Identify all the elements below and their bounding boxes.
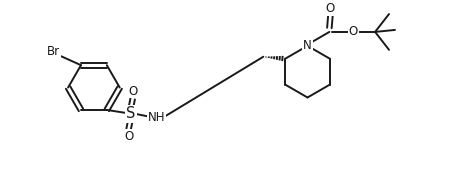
Text: O: O xyxy=(128,85,137,98)
Text: Br: Br xyxy=(47,45,60,58)
Text: S: S xyxy=(126,106,135,121)
Text: NH: NH xyxy=(148,111,165,124)
Text: N: N xyxy=(303,39,312,52)
Text: O: O xyxy=(326,2,335,15)
Text: O: O xyxy=(124,130,133,143)
Text: O: O xyxy=(349,25,358,38)
